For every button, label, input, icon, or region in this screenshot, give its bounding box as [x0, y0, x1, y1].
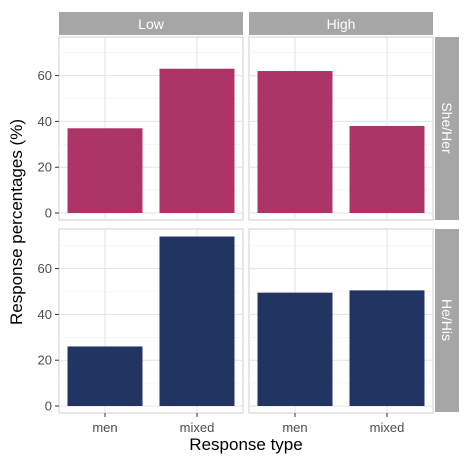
- column-strip-high-label: High: [327, 16, 356, 32]
- panel-low-he-his: [58, 228, 244, 414]
- x-axis-title: Response type: [189, 435, 302, 454]
- axes: 0 20 40 60 0 20 40 60 men mixed men mixed: [38, 68, 405, 435]
- bar-mixed: [159, 236, 235, 406]
- column-strip-low-label: Low: [138, 16, 165, 32]
- bar-mixed: [349, 290, 425, 406]
- bar-mixed: [159, 68, 235, 213]
- y-tick-label: 20: [38, 160, 52, 175]
- bar-men: [257, 292, 333, 406]
- row-strip-he-his: He/His: [435, 229, 459, 412]
- row-strip-she-her: She/Her: [435, 37, 459, 220]
- y-tick-label: 0: [45, 399, 52, 414]
- bar-mixed: [349, 125, 425, 213]
- y-tick-label: 60: [38, 68, 52, 83]
- panels: [58, 36, 434, 414]
- bar-men: [67, 346, 143, 406]
- x-tick-label: mixed: [180, 420, 215, 435]
- column-strip-high: High: [249, 12, 433, 35]
- panel-high-she-her: [248, 36, 434, 221]
- column-strip-low: Low: [59, 12, 243, 35]
- row-strip-she-her-label: She/Her: [439, 102, 455, 154]
- panel-high-he-his: [248, 228, 434, 414]
- y-tick-label: 0: [45, 206, 52, 221]
- row-strip-he-his-label: He/His: [439, 299, 455, 341]
- x-tick-label: mixed: [370, 420, 405, 435]
- y-tick-label: 60: [38, 261, 52, 276]
- bar-men: [67, 128, 143, 213]
- x-tick-label: men: [92, 420, 117, 435]
- panel-low-she-her: [58, 36, 244, 221]
- y-tick-label: 40: [38, 114, 52, 129]
- y-axis-title: Response percentages (%): [7, 119, 26, 325]
- y-tick-label: 40: [38, 307, 52, 322]
- y-tick-label: 20: [38, 353, 52, 368]
- x-tick-label: men: [282, 420, 307, 435]
- bar-men: [257, 71, 333, 214]
